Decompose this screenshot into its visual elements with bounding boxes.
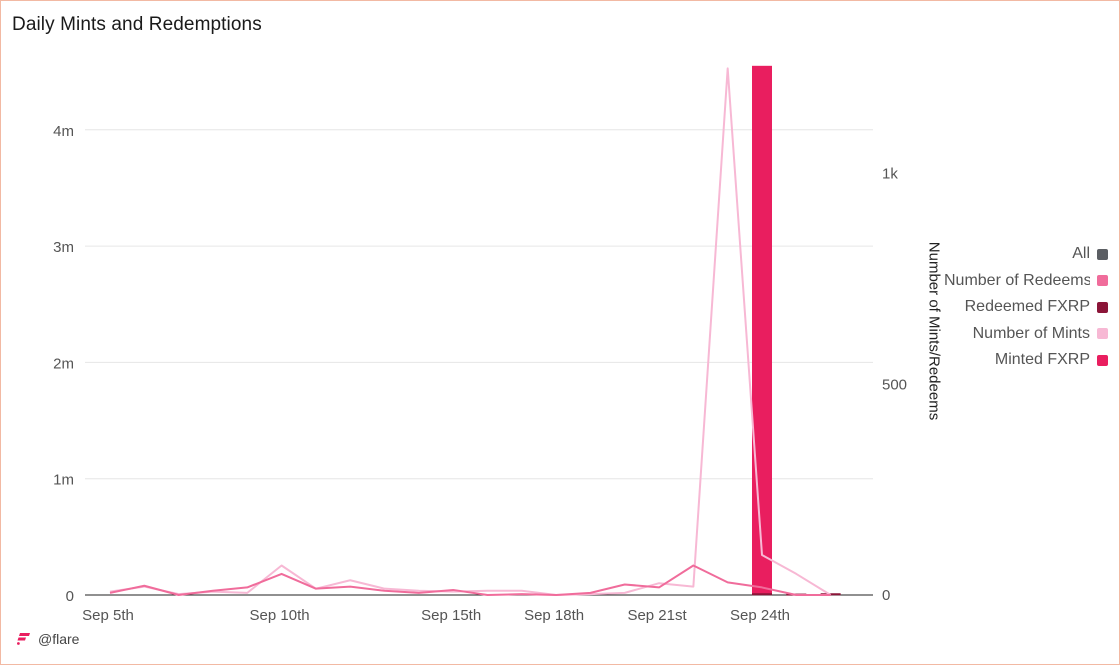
legend-swatch: [1097, 248, 1108, 260]
legend-item[interactable]: Minted FXRP: [936, 347, 1108, 374]
legend-swatch: [1097, 354, 1108, 366]
legend-label: All: [1072, 245, 1090, 263]
y-left-tick-label: 4m: [53, 123, 74, 140]
legend-swatch: [1097, 301, 1108, 313]
bar-minted-fxrp: [752, 65, 772, 596]
brand-handle: @flare: [38, 631, 80, 647]
flare-logo-icon: [17, 633, 30, 645]
legend: All Number of Redeems Redeemed FXRP Number …: [936, 241, 1108, 374]
x-tick-label: Sep 24th: [730, 607, 790, 624]
legend-item[interactable]: Redeemed FXRP: [936, 294, 1108, 321]
legend-label: Number of Redeems: [944, 271, 1090, 289]
x-tick-label: Sep 10th: [250, 607, 310, 624]
x-tick-label: Sep 18th: [524, 607, 584, 624]
line-number-of-redeems: [109, 564, 831, 596]
x-tick-label: Sep 21st: [627, 607, 687, 624]
chart-title: Daily Mints and Redemptions: [12, 14, 262, 35]
y-left-tick-label: 2m: [53, 355, 74, 372]
legend-item[interactable]: All: [936, 241, 1108, 268]
legend-label: Number of Mints: [972, 324, 1090, 342]
y-left-tick-label: 3m: [53, 239, 74, 256]
line-number-of-mints: [109, 67, 832, 596]
x-tick-label: Sep 15th: [421, 607, 481, 624]
y-right-tick-label: 1k: [882, 166, 898, 183]
legend-label: Redeemed FXRP: [964, 298, 1090, 316]
legend-item[interactable]: Number of Redeems: [936, 268, 1108, 295]
legend-item[interactable]: Number of Mints: [936, 321, 1108, 348]
y-right-tick-label: 0: [882, 587, 890, 604]
y-right-tick-label: 500: [882, 376, 907, 393]
bar-redeemed-fxrp: [752, 593, 772, 596]
legend-swatch: [1097, 275, 1108, 287]
x-tick-label: Sep 5th: [82, 607, 134, 624]
legend-swatch: [1097, 328, 1108, 340]
brand-footer: @flare: [17, 631, 79, 647]
legend-label: Minted FXRP: [994, 351, 1090, 369]
y-left-tick-label: 1m: [53, 472, 74, 489]
y-left-tick-label: 0: [66, 588, 74, 605]
